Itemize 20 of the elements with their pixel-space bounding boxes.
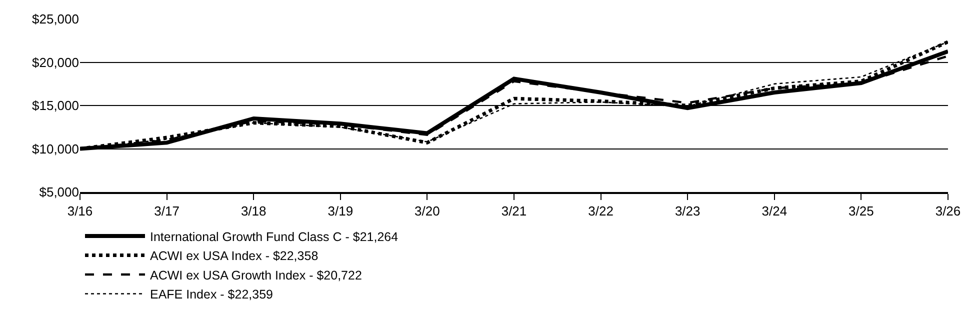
- y-tick-label: $25,000: [32, 12, 79, 27]
- y-tick-label: $15,000: [32, 98, 79, 114]
- x-tick-label: 3/17: [154, 203, 180, 218]
- x-tick-label: 3/24: [762, 203, 788, 218]
- y-tick-label: $5,000: [39, 184, 79, 200]
- legend-label: ACWI ex USA Growth Index - $20,722: [150, 268, 362, 282]
- legend-label: EAFE Index - $22,359: [150, 288, 274, 302]
- x-tick-label: 3/21: [501, 203, 527, 218]
- x-tick-label: 3/22: [588, 203, 614, 218]
- x-tick-label: 3/25: [848, 203, 874, 218]
- x-tick-label: 3/20: [414, 203, 440, 218]
- x-tick-label: 3/23: [674, 203, 700, 218]
- x-tick-label: 3/16: [67, 203, 93, 218]
- legend-label: International Growth Fund Class C - $21,264: [150, 230, 398, 244]
- y-tick-label: $20,000: [32, 54, 79, 70]
- x-tick-label: 3/26: [935, 203, 961, 218]
- x-tick-label: 3/19: [328, 203, 354, 218]
- x-tick-label: 3/18: [240, 203, 266, 218]
- y-tick-label: $10,000: [32, 141, 79, 156]
- legend-label: ACWI ex USA Index - $22,358: [150, 249, 318, 264]
